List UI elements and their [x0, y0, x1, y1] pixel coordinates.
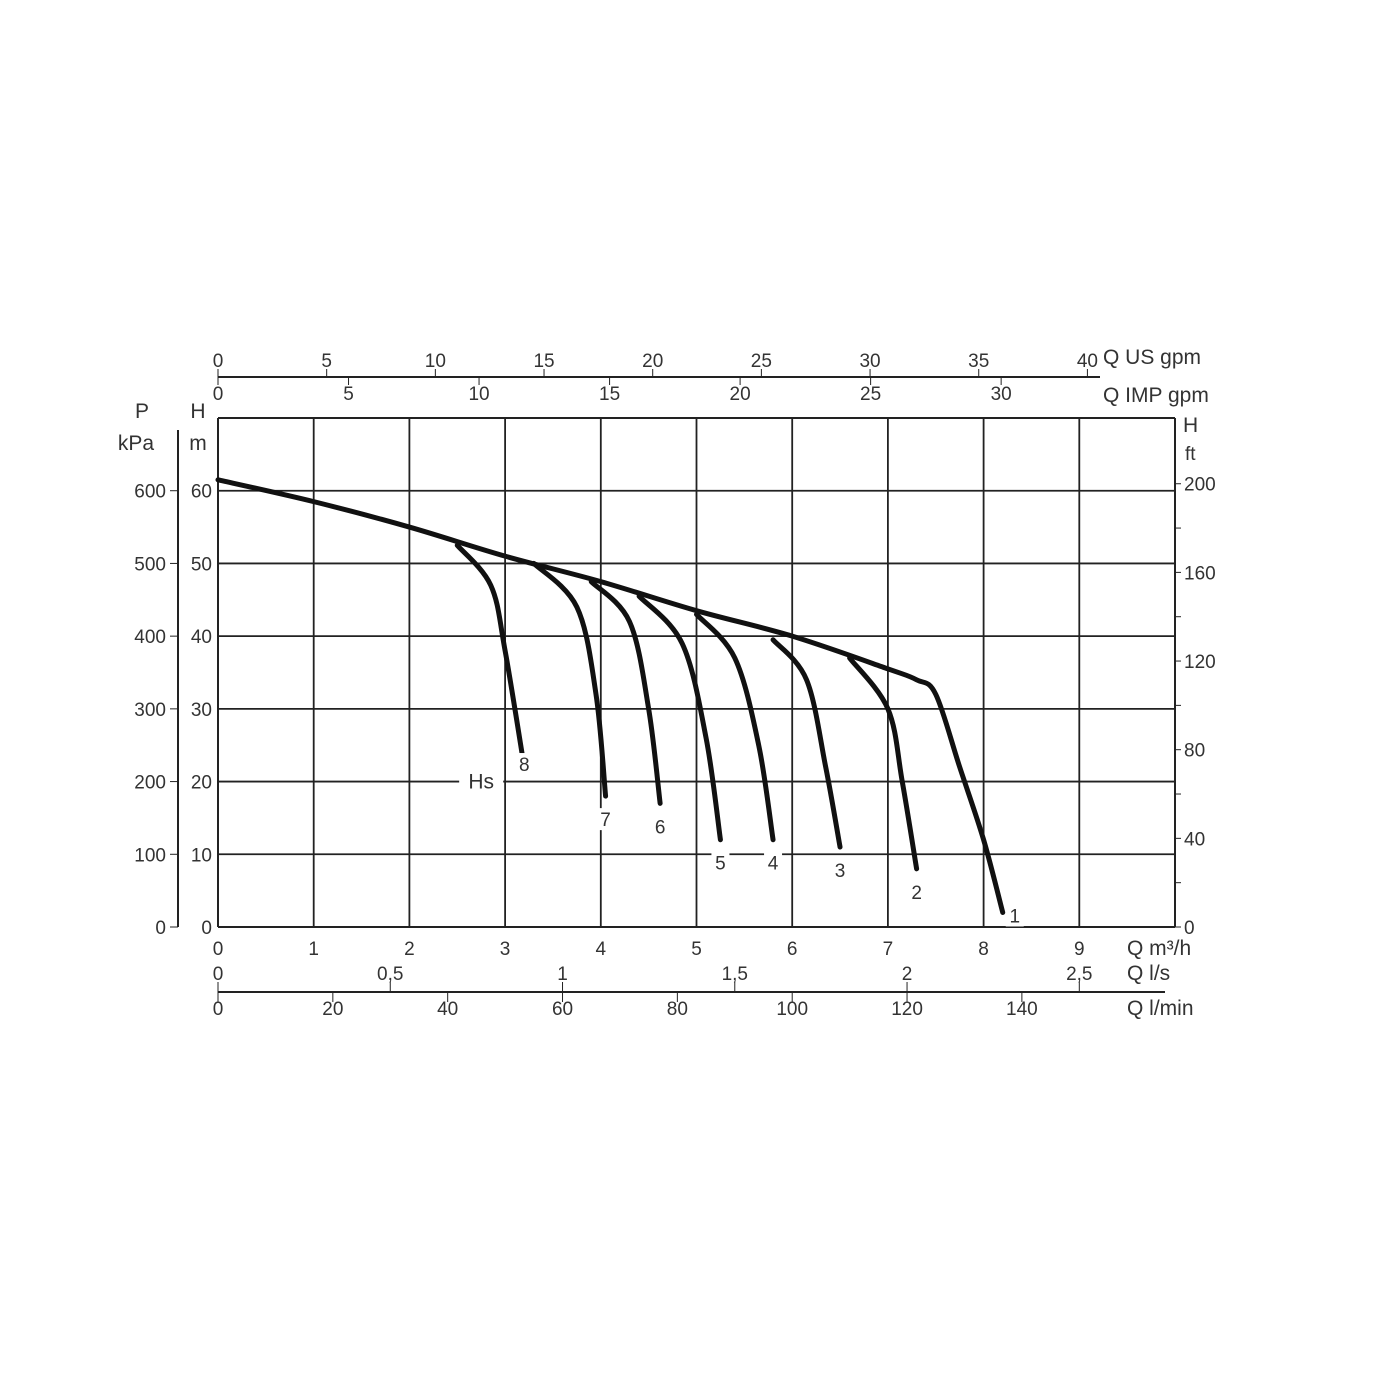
imp-gpm-tick-label: 10 [468, 384, 489, 405]
curve-3 [770, 637, 843, 850]
pressure-tick-label: 500 [134, 554, 166, 575]
y-tick-label: 50 [191, 554, 212, 575]
curve-8 [454, 542, 527, 770]
lmin-tick-label: 0 [213, 999, 224, 1020]
curve-7 [531, 560, 609, 799]
imp-gpm-axis-label: Q IMP gpm [1103, 384, 1209, 407]
x-tick-label: 1 [308, 939, 319, 960]
imp-gpm-tick-label: 25 [860, 384, 881, 405]
x-tick-label: 4 [596, 939, 607, 960]
x-tick-label: 7 [883, 939, 894, 960]
curve-label-3: 3 [835, 861, 846, 882]
lmin-tick-label: 100 [776, 999, 808, 1020]
pressure-axis-unit: kPa [118, 432, 155, 455]
curve-label-bg [764, 851, 783, 874]
curve-label-8: 8 [519, 755, 530, 776]
curve-label-7: 7 [600, 810, 611, 831]
x-tick-label: 2 [404, 939, 415, 960]
hs-label: Hs [468, 771, 494, 794]
ls-tick-label: 2,5 [1066, 964, 1092, 985]
pressure-tick-label: 300 [134, 700, 166, 721]
curve-label-2: 2 [911, 883, 922, 904]
imp-gpm-tick-label: 20 [730, 384, 751, 405]
y-axis-unit: m [189, 432, 207, 455]
lmin-tick-label: 40 [437, 999, 458, 1020]
curve-5 [636, 593, 723, 843]
curve-1 [215, 477, 1006, 915]
curve-2 [847, 655, 920, 872]
curve-label-5: 5 [715, 854, 726, 875]
us-gpm-tick-label: 30 [859, 351, 880, 372]
curve-label-bg [515, 753, 534, 776]
lmin-tick-label: 80 [667, 999, 688, 1020]
y-tick-label: 10 [191, 845, 212, 866]
lmin-tick-label: 140 [1006, 999, 1038, 1020]
y-tick-label: 30 [191, 700, 212, 721]
us-gpm-tick-label: 5 [321, 351, 332, 372]
curve-label-bg [596, 808, 615, 831]
x-axis-label: Q m³/h [1127, 937, 1191, 960]
curve-label-1: 1 [1009, 906, 1020, 927]
feet-tick-label: 200 [1184, 475, 1216, 496]
imp-gpm-tick-label: 5 [343, 384, 354, 405]
curve-4 [694, 611, 776, 843]
x-tick-label: 8 [978, 939, 989, 960]
x-tick-label: 5 [691, 939, 702, 960]
us-gpm-tick-label: 0 [213, 351, 224, 372]
us-gpm-axis-label: Q US gpm [1103, 346, 1201, 369]
curve-label-bg [831, 859, 850, 882]
curve-label-bg [651, 815, 670, 838]
feet-axis-label: H [1183, 414, 1198, 437]
feet-tick-label: 120 [1184, 652, 1216, 673]
curve-6 [588, 579, 663, 806]
x-tick-label: 3 [500, 939, 511, 960]
us-gpm-tick-label: 25 [751, 351, 772, 372]
pressure-tick-label: 100 [134, 845, 166, 866]
x-tick-label: 0 [213, 939, 224, 960]
ls-tick-label: 1,5 [722, 964, 748, 985]
pressure-tick-label: 400 [134, 627, 166, 648]
y-tick-label: 60 [191, 482, 212, 503]
curve-label-bg [907, 880, 926, 903]
lmin-tick-label: 120 [891, 999, 923, 1020]
us-gpm-tick-label: 40 [1077, 351, 1098, 372]
feet-tick-label: 40 [1184, 829, 1205, 850]
ls-tick-label: 1 [557, 964, 568, 985]
us-gpm-tick-label: 10 [425, 351, 446, 372]
ls-tick-label: 0 [213, 964, 224, 985]
feet-tick-label: 80 [1184, 741, 1205, 762]
pressure-tick-label: 200 [134, 773, 166, 794]
us-gpm-tick-label: 20 [642, 351, 663, 372]
lmin-tick-label: 60 [552, 999, 573, 1020]
x-tick-label: 9 [1074, 939, 1085, 960]
hs-label-bg [459, 769, 504, 794]
ls-tick-label: 0,5 [377, 964, 403, 985]
y-axis-label: H [190, 400, 205, 423]
us-gpm-tick-label: 15 [533, 351, 554, 372]
x-tick-label: 6 [787, 939, 798, 960]
curve-label-bg [1005, 904, 1024, 927]
pressure-tick-label: 0 [155, 918, 166, 939]
imp-gpm-tick-label: 30 [991, 384, 1012, 405]
curve-label-bg [711, 851, 730, 874]
ls-tick-label: 2 [902, 964, 913, 985]
pressure-axis-label: P [135, 400, 149, 423]
curve-label-6: 6 [655, 817, 666, 838]
y-tick-label: 0 [201, 918, 212, 939]
imp-gpm-tick-label: 0 [213, 384, 224, 405]
us-gpm-tick-label: 35 [968, 351, 989, 372]
imp-gpm-tick-label: 15 [599, 384, 620, 405]
feet-tick-label: 160 [1184, 563, 1216, 584]
lmin-axis-label: Q l/min [1127, 997, 1194, 1020]
lmin-tick-label: 20 [322, 999, 343, 1020]
feet-axis-unit: ft [1185, 444, 1196, 465]
curve-label-4: 4 [768, 854, 779, 875]
y-tick-label: 20 [191, 773, 212, 794]
ls-axis-label: Q l/s [1127, 962, 1170, 985]
pressure-tick-label: 600 [134, 482, 166, 503]
y-tick-label: 40 [191, 627, 212, 648]
feet-tick-label: 0 [1184, 918, 1195, 939]
